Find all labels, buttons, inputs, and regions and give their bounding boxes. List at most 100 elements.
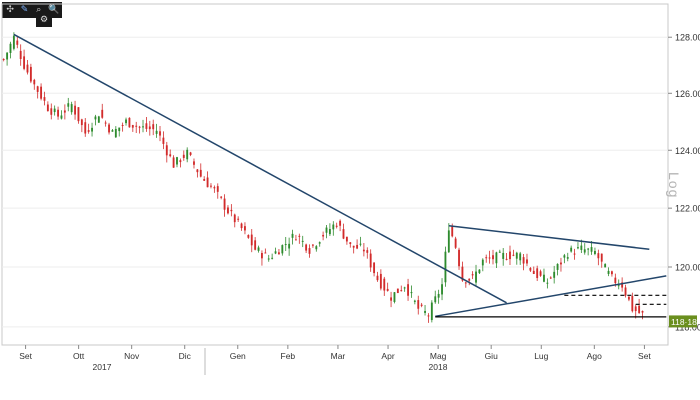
candle-body: [502, 252, 505, 259]
candle-body: [519, 253, 522, 261]
candle-body: [600, 253, 603, 262]
candle-body: [356, 244, 359, 249]
x-tick-label: Gen: [230, 351, 246, 361]
settings-gear-icon[interactable]: ⚙: [36, 13, 52, 27]
x-tick-label: Mar: [331, 351, 346, 361]
search-icon[interactable]: 🔍: [47, 5, 60, 15]
candle-body: [91, 127, 93, 132]
candle-body: [610, 271, 613, 275]
crosshair-icon[interactable]: ✣: [6, 5, 14, 15]
candle-body: [373, 262, 376, 274]
candle-body: [471, 274, 474, 276]
candle-body: [311, 244, 314, 246]
candle-body: [189, 152, 192, 155]
candle-body: [26, 64, 29, 73]
candle-body: [308, 248, 311, 254]
candle-body: [359, 243, 362, 245]
chart-grid: [1, 3, 669, 346]
trendline: [448, 224, 650, 250]
zoom-icon[interactable]: ⌕: [36, 5, 42, 15]
candle-body: [352, 245, 355, 248]
x-tick-label: Giu: [485, 351, 499, 361]
candle-body: [403, 287, 406, 289]
x-tick-label: Lug: [534, 351, 548, 361]
candle-body: [386, 288, 389, 291]
candle-body: [495, 252, 498, 264]
candle-body: [227, 207, 229, 214]
x-year-label: 2017: [93, 362, 112, 372]
candle-body: [203, 179, 206, 181]
candle-body: [590, 247, 593, 252]
candle-body: [560, 262, 562, 265]
candle-body: [70, 104, 73, 113]
log-scale-label[interactable]: Log: [666, 172, 682, 199]
candle-body: [261, 252, 263, 259]
candle-body: [441, 284, 443, 295]
candle-body: [128, 117, 131, 128]
candle-body: [332, 224, 335, 230]
x-tick-label: Set: [638, 351, 651, 361]
candle-body: [641, 310, 644, 313]
candle-body: [322, 234, 325, 237]
candle-body: [250, 234, 253, 246]
candle-body: [318, 242, 321, 244]
candle-body: [169, 154, 172, 157]
last-price-tag: [669, 315, 697, 328]
x-tick-label: Ago: [587, 351, 602, 361]
x-tick-label: Ott: [73, 351, 85, 361]
candle-body: [509, 251, 511, 260]
candle-body: [413, 300, 416, 302]
candle-body: [131, 125, 134, 128]
candle-body: [274, 251, 277, 254]
candle-body: [159, 131, 161, 136]
candle-body: [624, 287, 627, 296]
candle-body: [247, 234, 250, 238]
candle-body: [634, 306, 637, 312]
candlestick-series: [2, 32, 644, 323]
candle-body: [80, 119, 83, 126]
candle-body: [111, 130, 114, 132]
candle-body: [458, 249, 460, 267]
candle-body: [498, 251, 501, 253]
pen-icon[interactable]: ✎: [20, 5, 29, 15]
candle-body: [488, 257, 491, 259]
candle-body: [583, 249, 586, 253]
candle-body: [277, 252, 280, 255]
candle-body: [529, 267, 532, 271]
candle-body: [9, 43, 12, 53]
candle-body: [366, 250, 369, 253]
candle-body: [383, 278, 386, 291]
candle-body: [19, 50, 22, 59]
candle-body: [369, 253, 372, 268]
candle-body: [206, 177, 209, 188]
candle-body: [420, 304, 423, 306]
candle-body: [478, 269, 481, 274]
x-tick-label: Apr: [381, 351, 394, 361]
candle-body: [454, 238, 457, 248]
candle-body: [294, 239, 297, 241]
candle-body: [179, 160, 182, 163]
candle-body: [162, 137, 165, 144]
candle-body: [430, 302, 433, 321]
candle-body: [114, 128, 117, 138]
candle-body: [145, 123, 148, 129]
candle-body: [87, 130, 90, 132]
candle-body: [362, 249, 365, 252]
candle-body: [23, 56, 26, 69]
candle-body: [549, 277, 552, 279]
candle-body: [315, 246, 318, 250]
candle-body: [46, 104, 49, 112]
candle-body: [410, 292, 413, 294]
candle-body: [271, 257, 274, 259]
candle-body: [254, 240, 257, 250]
candle-body: [485, 257, 488, 259]
candle-body: [325, 227, 328, 233]
candle-body: [434, 296, 437, 303]
candle-body: [63, 110, 66, 113]
candle-body: [539, 271, 542, 276]
candle-body: [16, 40, 19, 45]
candle-body: [199, 169, 202, 177]
candle-body: [53, 108, 56, 113]
candle-body: [305, 244, 308, 251]
